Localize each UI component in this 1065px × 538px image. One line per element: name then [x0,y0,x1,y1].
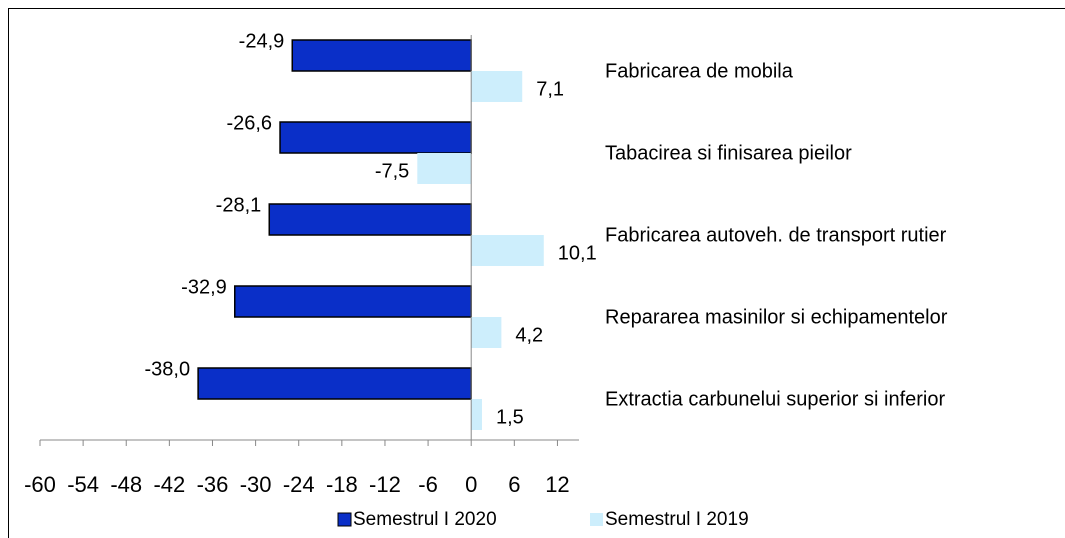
category-label: Fabricarea autoveh. de transport rutier [605,224,947,246]
category-label: Fabricarea de mobila [605,60,794,82]
data-label: 7,1 [536,78,564,100]
x-tick-label: 6 [508,472,520,497]
data-label: -32,9 [181,276,227,298]
x-tick-label: -60 [24,472,56,497]
x-tick-label: -12 [369,472,401,497]
x-tick-label: -24 [283,472,315,497]
x-tick-label: -54 [67,472,99,497]
x-tick-label: 12 [545,472,569,497]
bar [471,235,544,266]
category-label: Tabacirea si finisarea pieilor [605,142,852,164]
legend-swatch [590,513,603,526]
x-tick-label: -36 [197,472,229,497]
data-label: 10,1 [558,242,597,264]
data-label: -26,6 [226,112,272,134]
data-label: -38,0 [145,358,191,380]
category-label: Repararea masinilor si echipamentelor [605,306,948,328]
legend-label: Semestrul I 2020 [353,509,497,530]
x-tick-label: -30 [240,472,272,497]
bar [471,71,523,102]
bar [197,367,472,400]
data-label: 1,5 [496,406,524,428]
bar [234,285,472,318]
data-label: -7,5 [375,160,409,182]
legend-label: Semestrul I 2019 [605,509,749,530]
data-label: 4,2 [515,324,543,346]
bar [279,121,472,154]
chart-frame [8,8,1065,538]
x-tick-label: -48 [110,472,142,497]
bar [268,203,472,236]
data-label: -28,1 [216,194,262,216]
bar [471,399,482,430]
category-label: Extractia carbunelui superior si inferio… [605,388,945,410]
legend-swatch [337,512,352,527]
data-label: -24,9 [239,30,285,52]
x-tick-label: -42 [153,472,185,497]
bar [471,317,502,348]
bar [417,153,472,184]
x-tick-label: -6 [418,472,438,497]
x-tick-label: -18 [326,472,358,497]
x-tick-label: 0 [465,472,477,497]
bar [291,39,472,72]
